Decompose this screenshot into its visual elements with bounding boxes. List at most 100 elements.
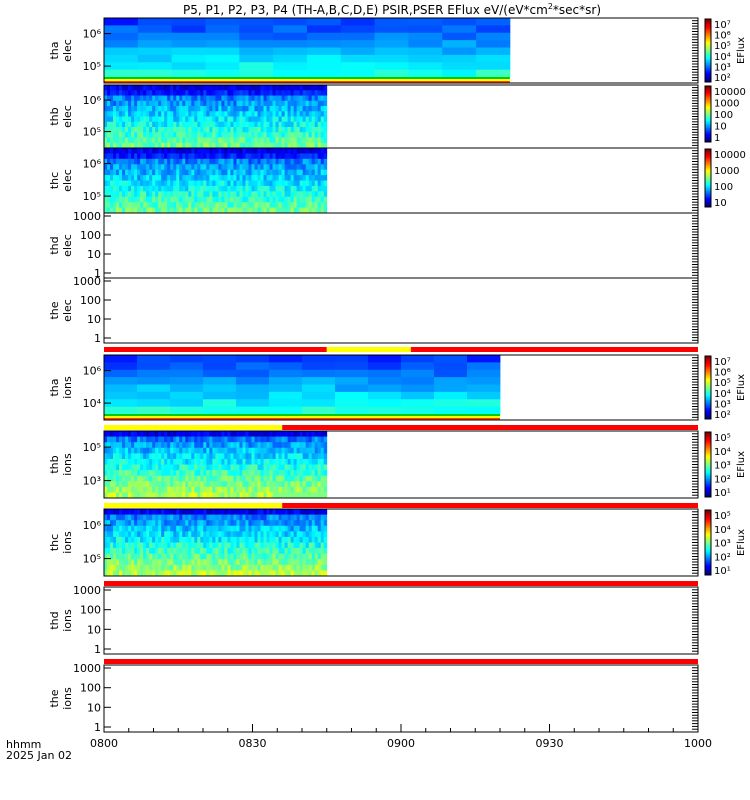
spectrogram-cell <box>152 100 156 107</box>
spectrogram-cell <box>293 464 298 471</box>
spectrogram-cell <box>185 169 189 176</box>
spectrogram-cell <box>299 514 304 521</box>
spectrogram-cell <box>317 153 322 160</box>
spectrogram-cell <box>233 447 237 454</box>
y-tick-label: 100 <box>80 294 101 307</box>
spectrogram-cell <box>104 525 108 532</box>
spectrogram-cell <box>272 100 276 107</box>
spectrogram-cell <box>119 525 123 532</box>
spectrogram-cell <box>128 509 132 515</box>
colorbar-step <box>705 445 711 448</box>
spectrogram-cell <box>230 85 234 91</box>
colorbar-step <box>705 115 711 118</box>
spectrogram-cell <box>143 564 147 571</box>
colorbar-step <box>705 105 711 108</box>
spectrogram-cell <box>152 475 156 482</box>
spectrogram-cell <box>116 169 120 176</box>
spectrogram-cell <box>146 447 150 454</box>
spectrogram-cell <box>233 559 237 566</box>
spectrogram-cell <box>254 175 258 181</box>
spectrogram-cell <box>164 447 168 454</box>
spectrogram-cell <box>317 486 322 493</box>
spectrogram-cell <box>233 127 237 133</box>
spectrogram-cell <box>182 111 186 117</box>
spectrogram-cell <box>299 132 304 138</box>
spectrogram-cell <box>203 169 207 176</box>
spectrogram-cell <box>104 362 138 371</box>
spectrogram-cell <box>152 570 156 577</box>
spectrogram-cell <box>227 106 231 112</box>
spectrogram-cell <box>242 470 246 477</box>
spectrogram-cell <box>323 207 328 214</box>
spectrogram-cell <box>116 185 120 192</box>
colorbar-step <box>705 30 711 32</box>
spectrogram-cell <box>104 391 138 400</box>
spectrogram-cell <box>257 536 261 543</box>
spectrogram-cell <box>164 453 168 460</box>
spectrogram-cell <box>104 436 108 443</box>
spectrogram-cell <box>128 470 132 477</box>
spectrogram-cell <box>179 207 183 214</box>
spectrogram-cell <box>131 191 135 198</box>
colorbar-step <box>705 90 711 92</box>
spectrogram-cell <box>140 531 144 538</box>
spectrogram-cell <box>110 180 114 187</box>
spectrogram-cell <box>284 164 289 171</box>
spectrogram-cell <box>239 475 243 482</box>
spectrogram-cell <box>164 431 168 437</box>
spectrogram-cell <box>194 475 198 482</box>
spectrogram-cell <box>173 85 177 91</box>
spectrogram-cell <box>113 111 117 117</box>
spectrogram-cell <box>323 153 328 160</box>
spectrogram-cell <box>218 559 222 566</box>
spectrogram-cell <box>110 137 114 144</box>
colorbar-step <box>705 132 711 134</box>
spectrogram-cell <box>185 158 189 165</box>
colorbar-step <box>705 464 711 467</box>
spectrogram-cell <box>170 202 174 208</box>
spectrogram-cell <box>296 127 301 133</box>
spectrogram-cell <box>248 85 252 91</box>
spectrogram-cell <box>188 447 192 454</box>
spectrogram-cell <box>248 453 252 460</box>
spectrogram-cell <box>188 564 192 571</box>
spectrogram-cell <box>221 196 225 203</box>
spectrogram-cell <box>140 542 144 549</box>
spectrogram-cell <box>254 100 258 107</box>
spectrogram-cell <box>110 100 114 107</box>
spectrogram-cell <box>254 520 258 527</box>
y-tick-label: 1000 <box>73 584 101 597</box>
spectrogram-cell <box>191 436 195 443</box>
spectrogram-cell <box>272 447 276 454</box>
spectrogram-cell <box>167 436 171 443</box>
spectrogram-cell <box>317 531 322 538</box>
colorbar-step <box>705 474 711 477</box>
spectrogram-cell <box>200 514 204 521</box>
spectrogram-cell <box>305 132 310 138</box>
spectrogram-cell <box>152 127 156 133</box>
spectrogram-cell <box>125 90 129 96</box>
spectrogram-cell <box>179 121 183 128</box>
spectrogram-cell <box>251 464 255 471</box>
colorbar-step <box>705 484 711 487</box>
spectrogram-cell <box>119 142 123 149</box>
spectrogram-cell <box>302 453 307 460</box>
spectrogram-cell <box>302 520 307 527</box>
spectrogram-cell <box>242 447 246 454</box>
spectrogram-cell <box>167 90 171 96</box>
spectrogram-cell <box>110 158 114 165</box>
spectrogram-cell <box>281 453 286 460</box>
spectrogram-cell <box>272 196 276 203</box>
spectrogram-cell <box>305 121 310 128</box>
spectrogram-cell <box>173 470 177 477</box>
spectrogram-cell <box>281 106 286 112</box>
spectrogram-cell <box>122 553 126 560</box>
spectrogram-cell <box>107 121 111 128</box>
spectrogram-cell <box>308 525 313 532</box>
spectrogram-cell <box>221 447 225 454</box>
spectrogram-cell <box>257 464 261 471</box>
spectrogram-cell <box>248 481 252 488</box>
spectrogram-cell <box>260 464 264 471</box>
spectrogram-cell <box>287 127 292 133</box>
spectrogram-cell <box>293 520 298 527</box>
